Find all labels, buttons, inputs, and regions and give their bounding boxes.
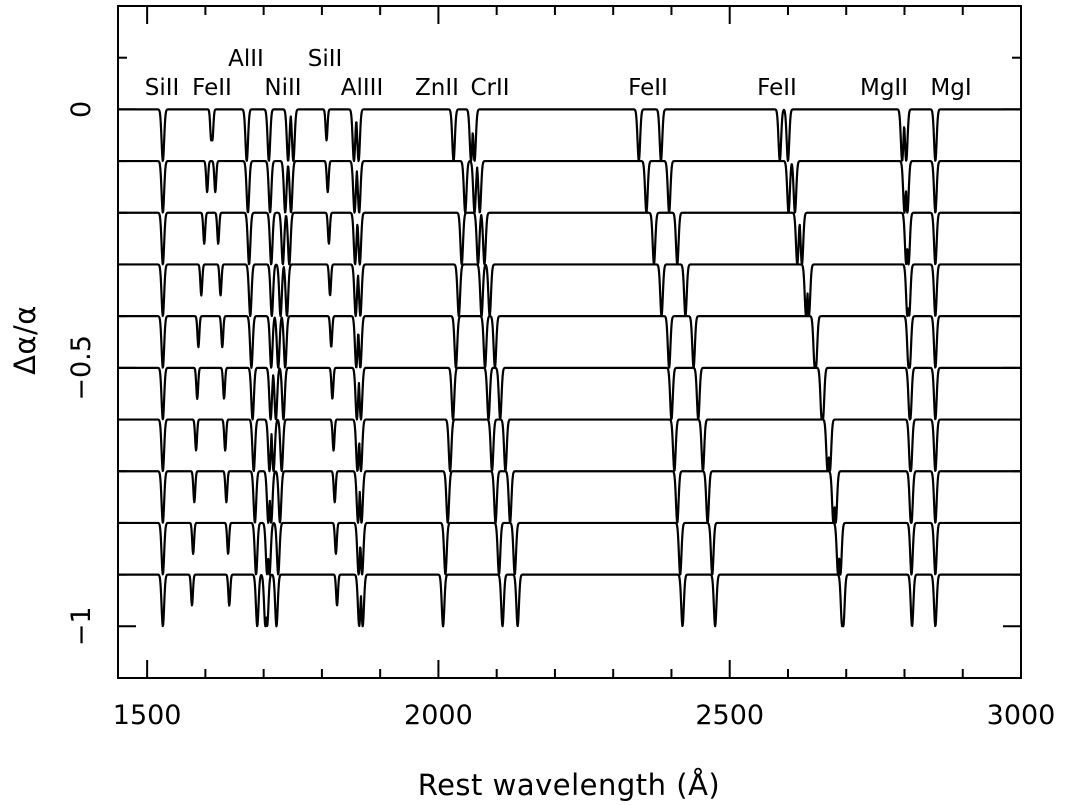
axis-tick-labels: 1500 2000 2500 3000 0 −0.5 −1 bbox=[66, 101, 1055, 731]
spectrum-line-8 bbox=[117, 470, 1022, 525]
ion-label-alii: AlII bbox=[228, 46, 264, 72]
y-axis-title: Δα/α bbox=[8, 305, 42, 375]
ion-label-siii: SiII bbox=[308, 46, 343, 72]
ion-label-aliii: AlIII bbox=[341, 75, 383, 101]
plot-frame bbox=[117, 5, 1022, 679]
ion-label-mgii: MgII bbox=[860, 75, 908, 101]
ion-label-feii: FeII bbox=[757, 75, 797, 101]
ion-label-mgi: MgI bbox=[930, 75, 971, 101]
y-tick-label: 0 bbox=[66, 101, 97, 118]
x-tick-label: 2500 bbox=[695, 700, 764, 731]
x-tick-label: 2000 bbox=[404, 700, 473, 731]
x-tick-label: 3000 bbox=[987, 700, 1056, 731]
spectrum-line-2 bbox=[117, 159, 1022, 214]
spectrum-line-6 bbox=[117, 366, 1022, 421]
x-axis-title: Rest wavelength (Å) bbox=[418, 768, 721, 802]
ion-label-feii: FeII bbox=[192, 75, 232, 101]
y-tick-label: −0.5 bbox=[66, 335, 97, 401]
ion-label-znii: ZnII bbox=[415, 75, 459, 101]
y-tick-label: −1 bbox=[66, 606, 97, 646]
spectrum-line-3 bbox=[117, 211, 1022, 266]
spectrum-line-4 bbox=[117, 263, 1022, 318]
spectrum-line-1 bbox=[117, 108, 1022, 163]
spectra-group bbox=[117, 108, 1022, 628]
ion-label-siii: SiII bbox=[145, 75, 180, 101]
ion-label-niii: NiII bbox=[264, 75, 301, 101]
ion-label-feii: FeII bbox=[628, 75, 668, 101]
axis-ticks bbox=[118, 6, 1022, 678]
x-tick-label: 1500 bbox=[113, 700, 182, 731]
spectrum-line-5 bbox=[117, 315, 1022, 369]
spectrum-line-10 bbox=[117, 573, 1022, 628]
spectrum-line-7 bbox=[117, 418, 1022, 473]
ion-label-crii: CrII bbox=[470, 75, 509, 101]
spectrum-line-9 bbox=[117, 521, 1022, 576]
